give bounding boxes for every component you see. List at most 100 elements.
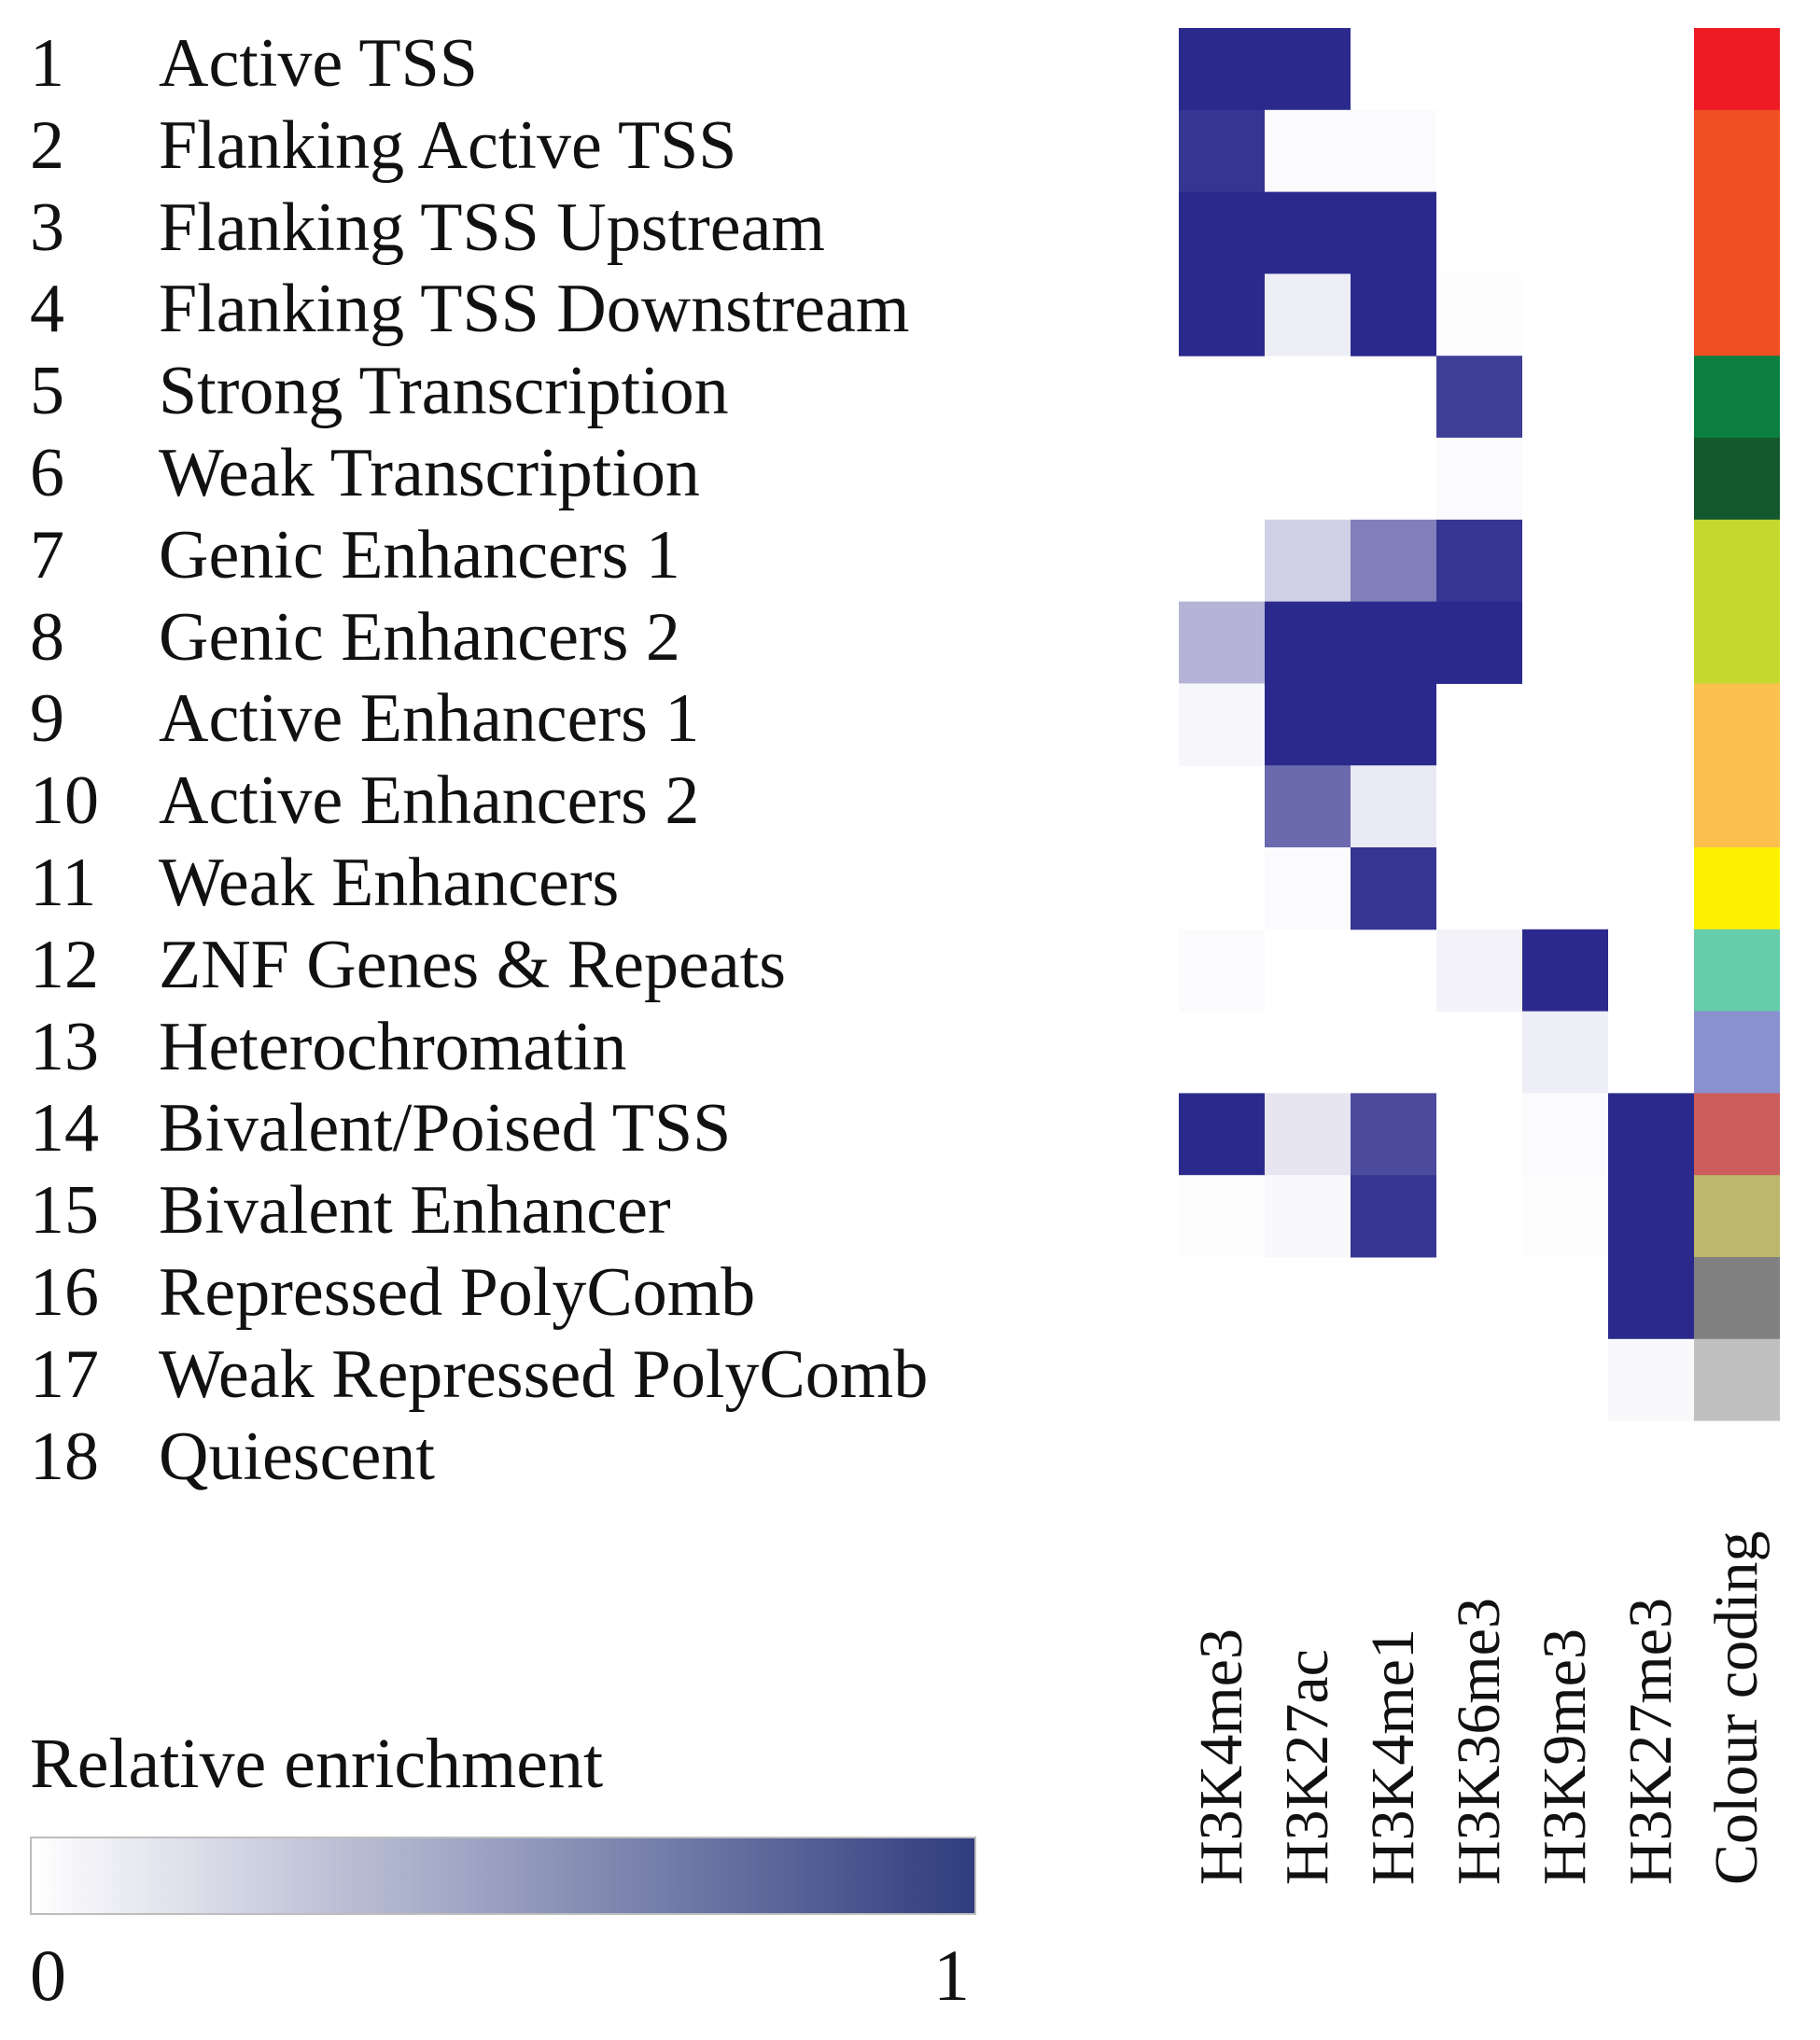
heatmap-cell bbox=[1351, 109, 1436, 193]
heatmap-cell bbox=[1179, 109, 1265, 193]
heatmap-cell bbox=[1265, 273, 1351, 356]
state-name: Flanking TSS Downstream bbox=[159, 271, 910, 348]
state-number: 16 bbox=[30, 1254, 99, 1331]
heatmap-cell bbox=[1179, 1175, 1265, 1258]
state-name: Flanking TSS Upstream bbox=[159, 189, 825, 266]
state-number: 8 bbox=[30, 598, 64, 676]
state-number: 14 bbox=[30, 1090, 99, 1167]
state-row: 16 Repressed PolyComb bbox=[0, 1251, 1176, 1334]
colour-coding-swatch bbox=[1694, 847, 1780, 930]
colour-coding-swatch bbox=[1694, 1011, 1780, 1094]
state-name: Quiescent bbox=[159, 1418, 435, 1495]
state-number: 1 bbox=[30, 25, 64, 102]
heatmap-cell bbox=[1265, 601, 1351, 684]
state-name: Bivalent/Poised TSS bbox=[159, 1090, 732, 1167]
state-number: 4 bbox=[30, 271, 64, 348]
heatmap-cell bbox=[1179, 601, 1265, 684]
heatmap-cell bbox=[1522, 1011, 1608, 1094]
colour-coding-swatch bbox=[1694, 191, 1780, 274]
heatmap-cell bbox=[1608, 1338, 1694, 1422]
state-row: 10 Active Enhancers 2 bbox=[0, 760, 1176, 842]
state-number: 13 bbox=[30, 1008, 99, 1085]
heatmap-cell bbox=[1351, 1093, 1436, 1176]
state-name: Active Enhancers 2 bbox=[159, 762, 700, 840]
state-number: 9 bbox=[30, 680, 64, 758]
heatmap-cell bbox=[1351, 601, 1436, 684]
heatmap-cell bbox=[1179, 28, 1265, 111]
heatmap-cell bbox=[1265, 847, 1351, 930]
state-number: 2 bbox=[30, 106, 64, 184]
heatmap-cell bbox=[1436, 929, 1522, 1013]
legend-min-label: 0 bbox=[30, 1935, 66, 2016]
state-row: 2 Flanking Active TSS bbox=[0, 105, 1176, 187]
colour-coding-swatch bbox=[1694, 1175, 1780, 1258]
state-name: Weak Repressed PolyComb bbox=[159, 1335, 929, 1413]
state-row: 9 Active Enhancers 1 bbox=[0, 678, 1176, 760]
heatmap-cell bbox=[1179, 1093, 1265, 1176]
state-name: Weak Enhancers bbox=[159, 845, 620, 921]
colour-coding-swatch bbox=[1694, 519, 1780, 603]
state-row: 5 Strong Transcription bbox=[0, 350, 1176, 432]
heatmap-cell bbox=[1351, 847, 1436, 930]
heatmap-cell bbox=[1351, 765, 1436, 848]
state-row: 4 Flanking TSS Downstream bbox=[0, 268, 1176, 350]
colour-coding-swatch bbox=[1694, 1093, 1780, 1176]
heatmap-cell bbox=[1179, 683, 1265, 766]
legend-gradient-bar bbox=[30, 1837, 976, 1915]
colour-coding-swatch bbox=[1694, 683, 1780, 766]
colour-coding-swatch bbox=[1694, 929, 1780, 1013]
heatmap-cell bbox=[1265, 1093, 1351, 1176]
heatmap-cell bbox=[1436, 519, 1522, 603]
heatmap-cell bbox=[1608, 1175, 1694, 1258]
heatmap-cell bbox=[1265, 765, 1351, 848]
heatmap-cell bbox=[1265, 683, 1351, 766]
colour-coding-swatch bbox=[1694, 438, 1780, 521]
state-row: 8 Genic Enhancers 2 bbox=[0, 596, 1176, 678]
state-name: ZNF Genes & Repeats bbox=[159, 926, 787, 1003]
state-number: 11 bbox=[30, 845, 97, 921]
state-name: Repressed PolyComb bbox=[159, 1254, 756, 1331]
state-row: 18 Quiescent bbox=[0, 1416, 1176, 1498]
state-row: 13 Heterochromatin bbox=[0, 1006, 1176, 1088]
state-number: 12 bbox=[30, 926, 99, 1003]
heatmap-cell bbox=[1179, 929, 1265, 1013]
column-label: H3K36me3 bbox=[1445, 1598, 1513, 1885]
state-row: 17 Weak Repressed PolyComb bbox=[0, 1334, 1176, 1416]
state-name: Bivalent Enhancer bbox=[159, 1172, 671, 1250]
state-name: Flanking Active TSS bbox=[159, 106, 737, 184]
state-number: 17 bbox=[30, 1335, 99, 1413]
state-number: 3 bbox=[30, 189, 64, 266]
state-row: 6 Weak Transcription bbox=[0, 432, 1176, 514]
heatmap-cell bbox=[1522, 929, 1608, 1013]
state-name: Genic Enhancers 1 bbox=[159, 516, 680, 594]
heatmap-cell bbox=[1608, 1093, 1694, 1176]
heatmap-cell bbox=[1351, 683, 1436, 766]
heatmap-cell bbox=[1179, 191, 1265, 274]
state-row: 7 Genic Enhancers 1 bbox=[0, 514, 1176, 596]
heatmap-cell bbox=[1351, 519, 1436, 603]
heatmap-cell bbox=[1436, 438, 1522, 521]
state-number: 10 bbox=[30, 762, 99, 840]
column-label: H3K4me3 bbox=[1187, 1628, 1255, 1885]
heatmap-cell bbox=[1522, 1093, 1608, 1176]
colour-coding-swatch bbox=[1694, 1257, 1780, 1340]
heatmap-cell bbox=[1265, 28, 1351, 111]
heatmap-cell bbox=[1265, 1175, 1351, 1258]
column-label: H3K4me1 bbox=[1359, 1628, 1427, 1885]
state-name: Genic Enhancers 2 bbox=[159, 598, 680, 676]
heatmap-cell bbox=[1608, 1257, 1694, 1340]
colour-coding-label: Colour coding bbox=[1702, 1530, 1771, 1885]
state-row: 1 Active TSS bbox=[0, 22, 1176, 105]
heatmap-cell bbox=[1179, 273, 1265, 356]
column-label: H3K9me3 bbox=[1531, 1628, 1599, 1885]
colour-coding-swatch bbox=[1694, 1420, 1780, 1503]
colour-coding-swatch bbox=[1694, 1338, 1780, 1422]
colour-coding-swatch bbox=[1694, 356, 1780, 439]
state-row: 15 Bivalent Enhancer bbox=[0, 1169, 1176, 1251]
state-number: 15 bbox=[30, 1172, 99, 1250]
state-number: 7 bbox=[30, 516, 64, 594]
state-row: 3 Flanking TSS Upstream bbox=[0, 187, 1176, 269]
state-name: Active TSS bbox=[159, 25, 478, 102]
